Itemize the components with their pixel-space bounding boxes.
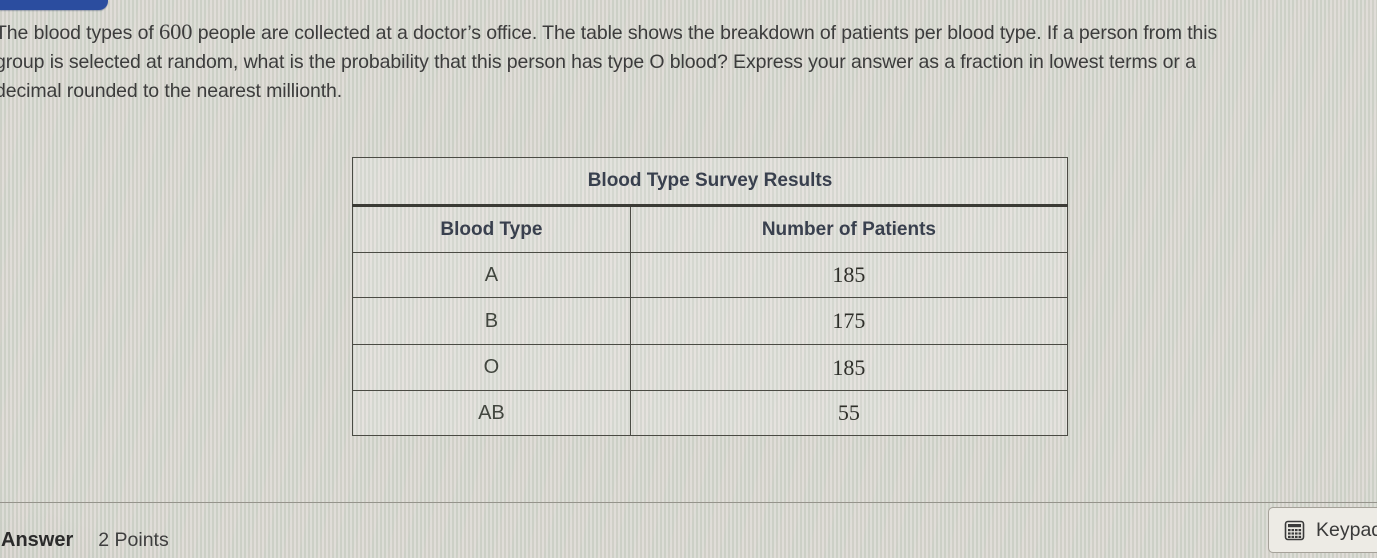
points-label: 2 Points — [98, 529, 169, 551]
answer-label: Answer — [1, 529, 74, 551]
blood-type-cell: O — [352, 344, 631, 391]
keypad-button-label: Keypad — [1316, 518, 1377, 541]
question-line-1-pre: The blood types of — [0, 22, 159, 44]
patient-count-cell: 185 — [629, 252, 1069, 298]
keypad-button[interactable]: Keypad — [1268, 507, 1377, 553]
blood-type-cell: B — [352, 297, 631, 345]
partial-blue-banner — [0, 0, 108, 10]
table-row: AB 55 — [352, 390, 1069, 436]
patient-count-cell: 55 — [629, 390, 1069, 436]
question-text: The blood types of 600 people are collec… — [0, 17, 1217, 106]
answer-section: Answer 2 Points — [1, 529, 169, 552]
blood-type-cell: A — [352, 252, 631, 298]
table-header-row: Blood Type Number of Patients — [352, 205, 1069, 253]
table-row: O 185 — [352, 344, 1069, 391]
section-divider — [0, 502, 1377, 503]
patient-count-cell: 175 — [629, 297, 1069, 345]
question-line-1-post: people are collected at a doctor’s offic… — [192, 22, 1218, 44]
table-row: B 175 — [352, 297, 1069, 345]
column-header-number-of-patients: Number of Patients — [629, 205, 1069, 253]
question-line-3: decimal rounded to the nearest millionth… — [0, 80, 343, 102]
patient-count-cell: 185 — [629, 344, 1069, 391]
question-line-1: The blood types of 600 people are collec… — [0, 17, 1217, 48]
question-line-2: group is selected at random, what is the… — [0, 51, 1196, 73]
blood-type-cell: AB — [352, 390, 631, 436]
keypad-icon — [1284, 520, 1305, 541]
column-header-blood-type: Blood Type — [352, 205, 631, 253]
blood-type-survey-table: Blood Type Survey Results Blood Type Num… — [352, 157, 1069, 436]
question-number-600: 600 — [158, 19, 193, 44]
table-title-row: Blood Type Survey Results — [352, 157, 1068, 207]
table-row: A 185 — [352, 252, 1069, 298]
table-title: Blood Type Survey Results — [352, 157, 1068, 207]
